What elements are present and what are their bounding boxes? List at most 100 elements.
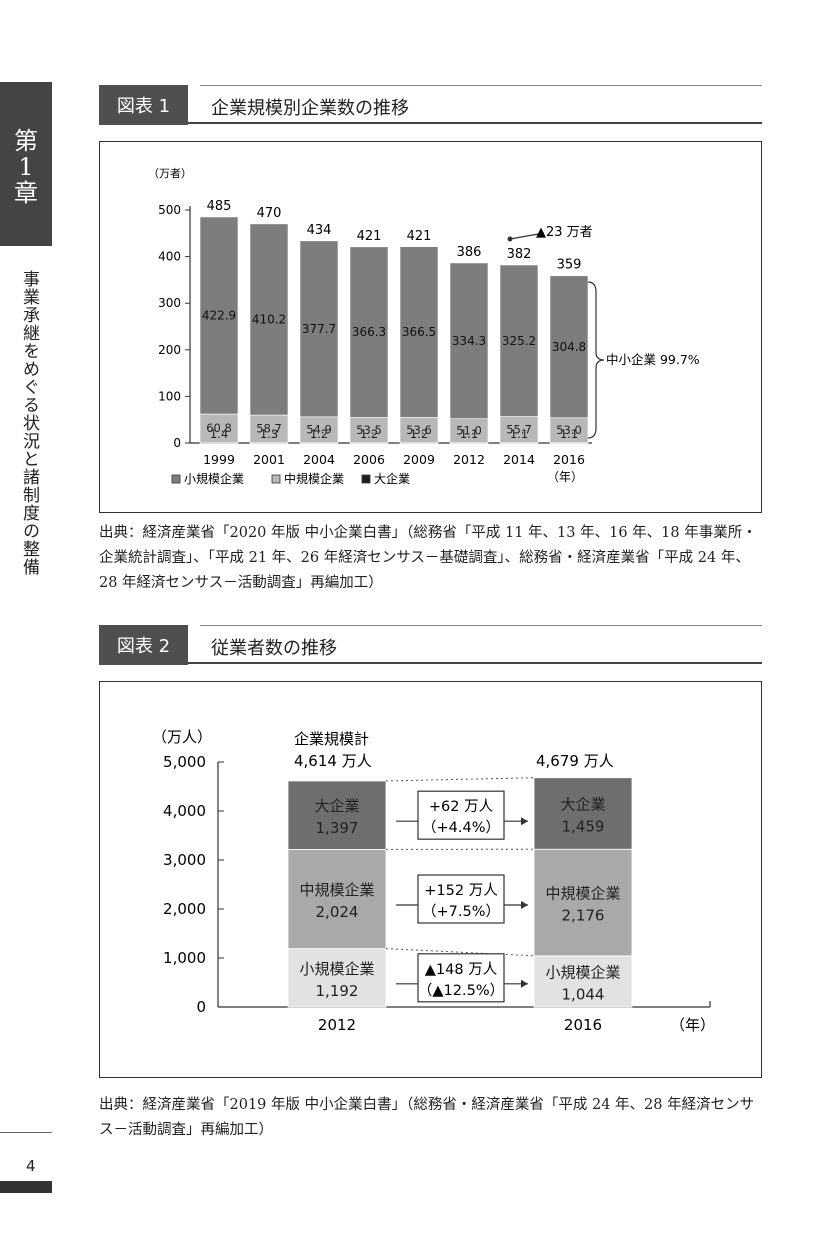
change-box: [417, 790, 505, 840]
segment-name-label: 大企業: [560, 795, 605, 813]
bar-total-label: 386: [457, 245, 482, 260]
legend-label: 大企業: [374, 471, 410, 486]
x-tick-label: 1999: [203, 452, 235, 467]
y-tick-label: 200: [158, 343, 181, 357]
large-firm-value-label: 1.2: [410, 427, 428, 441]
change-arrowhead: [521, 979, 528, 988]
chapter-char: 1: [18, 153, 34, 181]
y-tick-label: 4,000: [163, 802, 206, 820]
chapter-tab: 第 1 章: [0, 82, 52, 246]
legend-swatch: [361, 474, 371, 484]
bar-segment: [349, 246, 389, 418]
y-tick-label: 1,000: [163, 949, 206, 967]
bar-total-label: 382: [507, 247, 532, 262]
bar-segment: [199, 216, 239, 415]
source-text: 経済産業省「2020 年版 中小企業白書」（総務省「平成 11 年、13 年、1…: [99, 525, 757, 591]
bar-segment: [549, 417, 589, 443]
bar-segment: [499, 264, 539, 417]
y-unit-label: （万人）: [152, 728, 212, 746]
source-label: 出典：: [99, 525, 143, 541]
header-topline: [200, 85, 762, 86]
medium-firm-value-label: 53.5: [356, 423, 382, 437]
bar-total-label: 421: [407, 229, 432, 244]
x-tick-label: 2006: [353, 452, 385, 467]
bar-segment: [449, 262, 489, 420]
medium-firm-value-label: 58.7: [256, 422, 282, 436]
figure2-header: 図表 2 従業者数の推移: [99, 625, 762, 665]
small-firm-value-label: 410.2: [252, 312, 286, 326]
source-text: 経済産業省「2019 年版 中小企業白書」（総務省・経済産業省「平成 24 年、…: [99, 1097, 755, 1138]
change-box: [417, 953, 505, 1003]
medium-firm-value-label: 60.8: [206, 421, 232, 435]
change-pct-label: （+4.4%）: [422, 819, 500, 836]
decrease-label: ▲23 万者: [536, 225, 593, 240]
segment-name-label: 中規模企業: [299, 881, 374, 899]
figure2-number: 図表 2: [99, 625, 188, 665]
figure2-chart-box: （万人） 企業規模計 4,614 万人 4,679 万人 （年） 0 1,000 2…: [99, 681, 762, 1078]
header-rule: [188, 122, 762, 124]
large-firm-value-label: 1.1: [560, 427, 578, 441]
bar-segment: [287, 849, 387, 949]
change-pct-label: （+7.5%）: [422, 903, 500, 920]
sme-share-label: 中小企業 99.7%: [606, 352, 700, 367]
page-number: 4: [26, 1157, 36, 1175]
medium-firm-value-label: 53.6: [406, 423, 432, 437]
segment-value-label: 1,459: [562, 817, 605, 835]
chapter-vertical-title: 事業承継をめぐる状況と諸制度の整備: [19, 270, 39, 576]
small-firm-value-label: 304.8: [552, 340, 586, 354]
chapter-char: 第: [14, 127, 38, 155]
bar-total-label: 470: [257, 206, 282, 221]
bar-segment: [299, 416, 339, 443]
change-pct-label: （▲12.5%）: [418, 982, 504, 999]
y-tick-label: 400: [158, 250, 181, 264]
y-tick-label: 300: [158, 296, 181, 310]
medium-firm-value-label: 51.0: [456, 424, 482, 438]
large-firm-value-label: 1.1: [510, 427, 528, 441]
bar-segment: [287, 948, 387, 1008]
y-tick-label: 2,000: [163, 900, 206, 918]
large-firm-value-label: 1.4: [210, 427, 228, 441]
large-firm-value-label: 1.1: [460, 427, 478, 441]
page-marker-bar: [0, 1181, 52, 1193]
x-tick-label: 2004: [303, 452, 335, 467]
change-amount-label: ▲148 万人: [425, 961, 497, 978]
x-tick-label: 2016: [553, 452, 585, 467]
small-firm-value-label: 325.2: [502, 334, 536, 348]
figure1-title: 企業規模別企業数の推移: [211, 98, 409, 119]
decrease-arrow-start: [507, 236, 513, 242]
y-unit-label: （万者）: [148, 167, 192, 180]
legend-label: 中規模企業: [284, 471, 344, 486]
bar-segment: [299, 240, 339, 418]
y-tick-label: 500: [158, 203, 181, 217]
small-firm-value-label: 366.5: [402, 325, 436, 339]
legend-label: 小規模企業: [184, 471, 244, 486]
figure1-chart-box: （万者） 0 100 200 300 400 500 1.4 60.8 422.9 485 199…: [99, 141, 762, 513]
change-arrowhead: [521, 901, 528, 910]
change-amount-label: +152 万人: [424, 882, 497, 899]
total-2016-label: 4,679 万人: [536, 752, 614, 770]
change-box: [417, 874, 505, 924]
change-arrowhead: [521, 817, 528, 826]
segment-value-label: 1,192: [316, 982, 359, 1000]
large-firm-value-label: 1.3: [260, 427, 278, 441]
y-tick-label: 0: [173, 436, 181, 450]
segment-value-label: 1,044: [562, 985, 605, 1003]
large-firm-value-label: 1.2: [360, 427, 378, 441]
x-tick-label: 2012: [453, 452, 485, 467]
year-suffix-label: （年）: [547, 470, 583, 484]
bar-segment: [249, 414, 289, 443]
legend-swatch: [271, 474, 281, 484]
x-tick-label: 2016: [564, 1016, 602, 1034]
change-amount-label: +62 万人: [429, 798, 493, 815]
header-topline: [200, 625, 762, 626]
year-suffix-label: （年）: [670, 1016, 715, 1034]
bar-segment: [533, 955, 633, 1008]
source-label: 出典：: [99, 1097, 143, 1113]
medium-firm-value-label: 53.0: [556, 423, 582, 437]
bar-segment: [549, 275, 589, 419]
bar-segment: [533, 777, 633, 850]
total-2012-label: 4,614 万人: [294, 752, 372, 770]
bar-total-label: 485: [207, 199, 232, 214]
bar-total-label: 434: [307, 223, 332, 238]
segment-value-label: 1,397: [316, 819, 359, 837]
